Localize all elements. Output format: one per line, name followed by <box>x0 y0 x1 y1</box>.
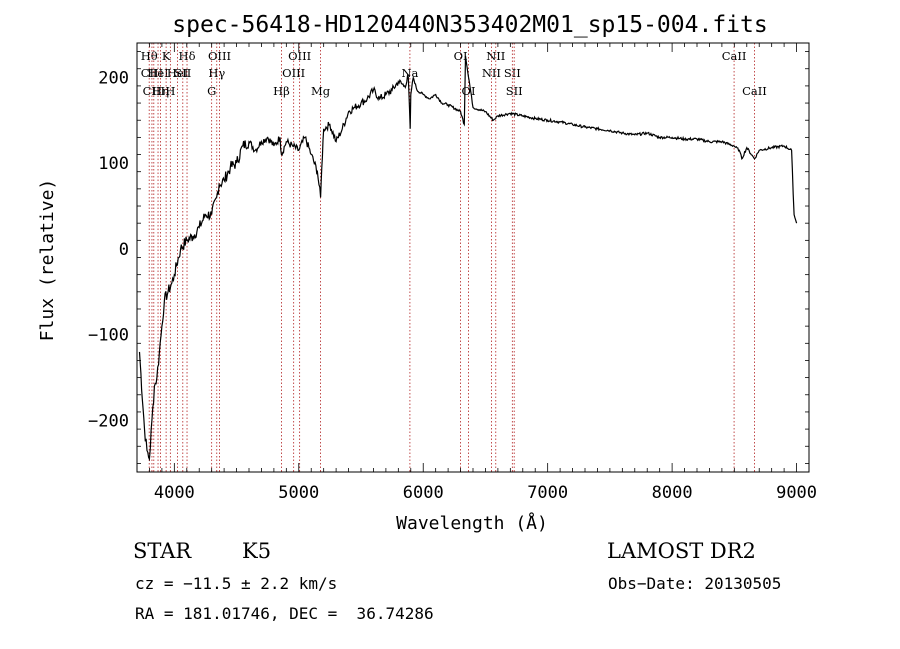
line-label: K <box>162 49 171 63</box>
x-tick-label: 4000 <box>154 483 195 503</box>
line-label: CIII <box>141 66 163 80</box>
line-label: Hη <box>152 84 169 98</box>
line-label: Hγ <box>208 66 225 80</box>
line-label: G <box>207 84 216 98</box>
y-tick-label: 0 <box>119 240 129 260</box>
line-label: Hβ <box>273 84 290 98</box>
line-label: OIII <box>282 66 305 80</box>
line-label: NII <box>486 49 505 63</box>
x-tick-label: 9000 <box>776 483 817 503</box>
line-label: OIII <box>208 49 231 63</box>
axes: 4000 5000 6000 7000 8000 9000 −200 −100 0 100 200 <box>88 43 817 503</box>
line-label: Hθ <box>141 49 158 63</box>
x-tick-label: 8000 <box>652 483 693 503</box>
line-label: Mg <box>311 84 331 98</box>
line-label: OI <box>462 84 476 98</box>
line-label: HeI <box>147 66 168 80</box>
line-label: NII <box>482 66 501 80</box>
line-label: CaII <box>722 49 747 63</box>
x-axis-label: Wavelength (Å) <box>396 512 548 534</box>
object-class: STAR <box>133 539 192 563</box>
obs-date-text: Obs−Date: 20130505 <box>608 574 782 593</box>
line-label: SII <box>174 66 191 80</box>
x-tick-label: 7000 <box>527 483 568 503</box>
line-label: OIII <box>288 49 311 63</box>
spectrum-plot: spec-56418-HD120440N353402M01_sp15-004.f… <box>37 12 817 534</box>
line-label: OI <box>454 49 468 63</box>
survey-name: LAMOST DR2 <box>607 539 756 563</box>
object-subclass: K5 <box>242 539 272 563</box>
line-label: HeI <box>167 66 188 80</box>
y-tick-label: 200 <box>98 68 129 88</box>
line-label: Hδ <box>179 49 196 63</box>
y-axis-label: Flux (relative) <box>37 179 58 342</box>
line-label: SII <box>504 66 521 80</box>
line-label: CaII <box>742 84 767 98</box>
line-label: SII <box>506 84 523 98</box>
spectrum-line <box>138 55 798 462</box>
coordinates-text: RA = 181.01746, DEC = 36.74286 <box>135 604 434 623</box>
line-label: CIII <box>143 84 165 98</box>
line-label: Na <box>401 66 418 80</box>
x-tick-label: 5000 <box>278 483 319 503</box>
y-tick-label: −200 <box>88 412 129 432</box>
y-tick-label: 100 <box>98 154 129 174</box>
chart-title: spec-56418-HD120440N353402M01_sp15-004.f… <box>172 12 767 38</box>
line-label: H <box>165 84 175 98</box>
x-tick-label: 6000 <box>403 483 444 503</box>
emission-lines: HθCIIICIIIHeIHηKHHeISIIHδGHγOIIIHβOIIIOI… <box>141 43 767 472</box>
y-tick-label: −100 <box>88 326 129 346</box>
redshift-text: cz = −11.5 ± 2.2 km/s <box>135 574 338 593</box>
